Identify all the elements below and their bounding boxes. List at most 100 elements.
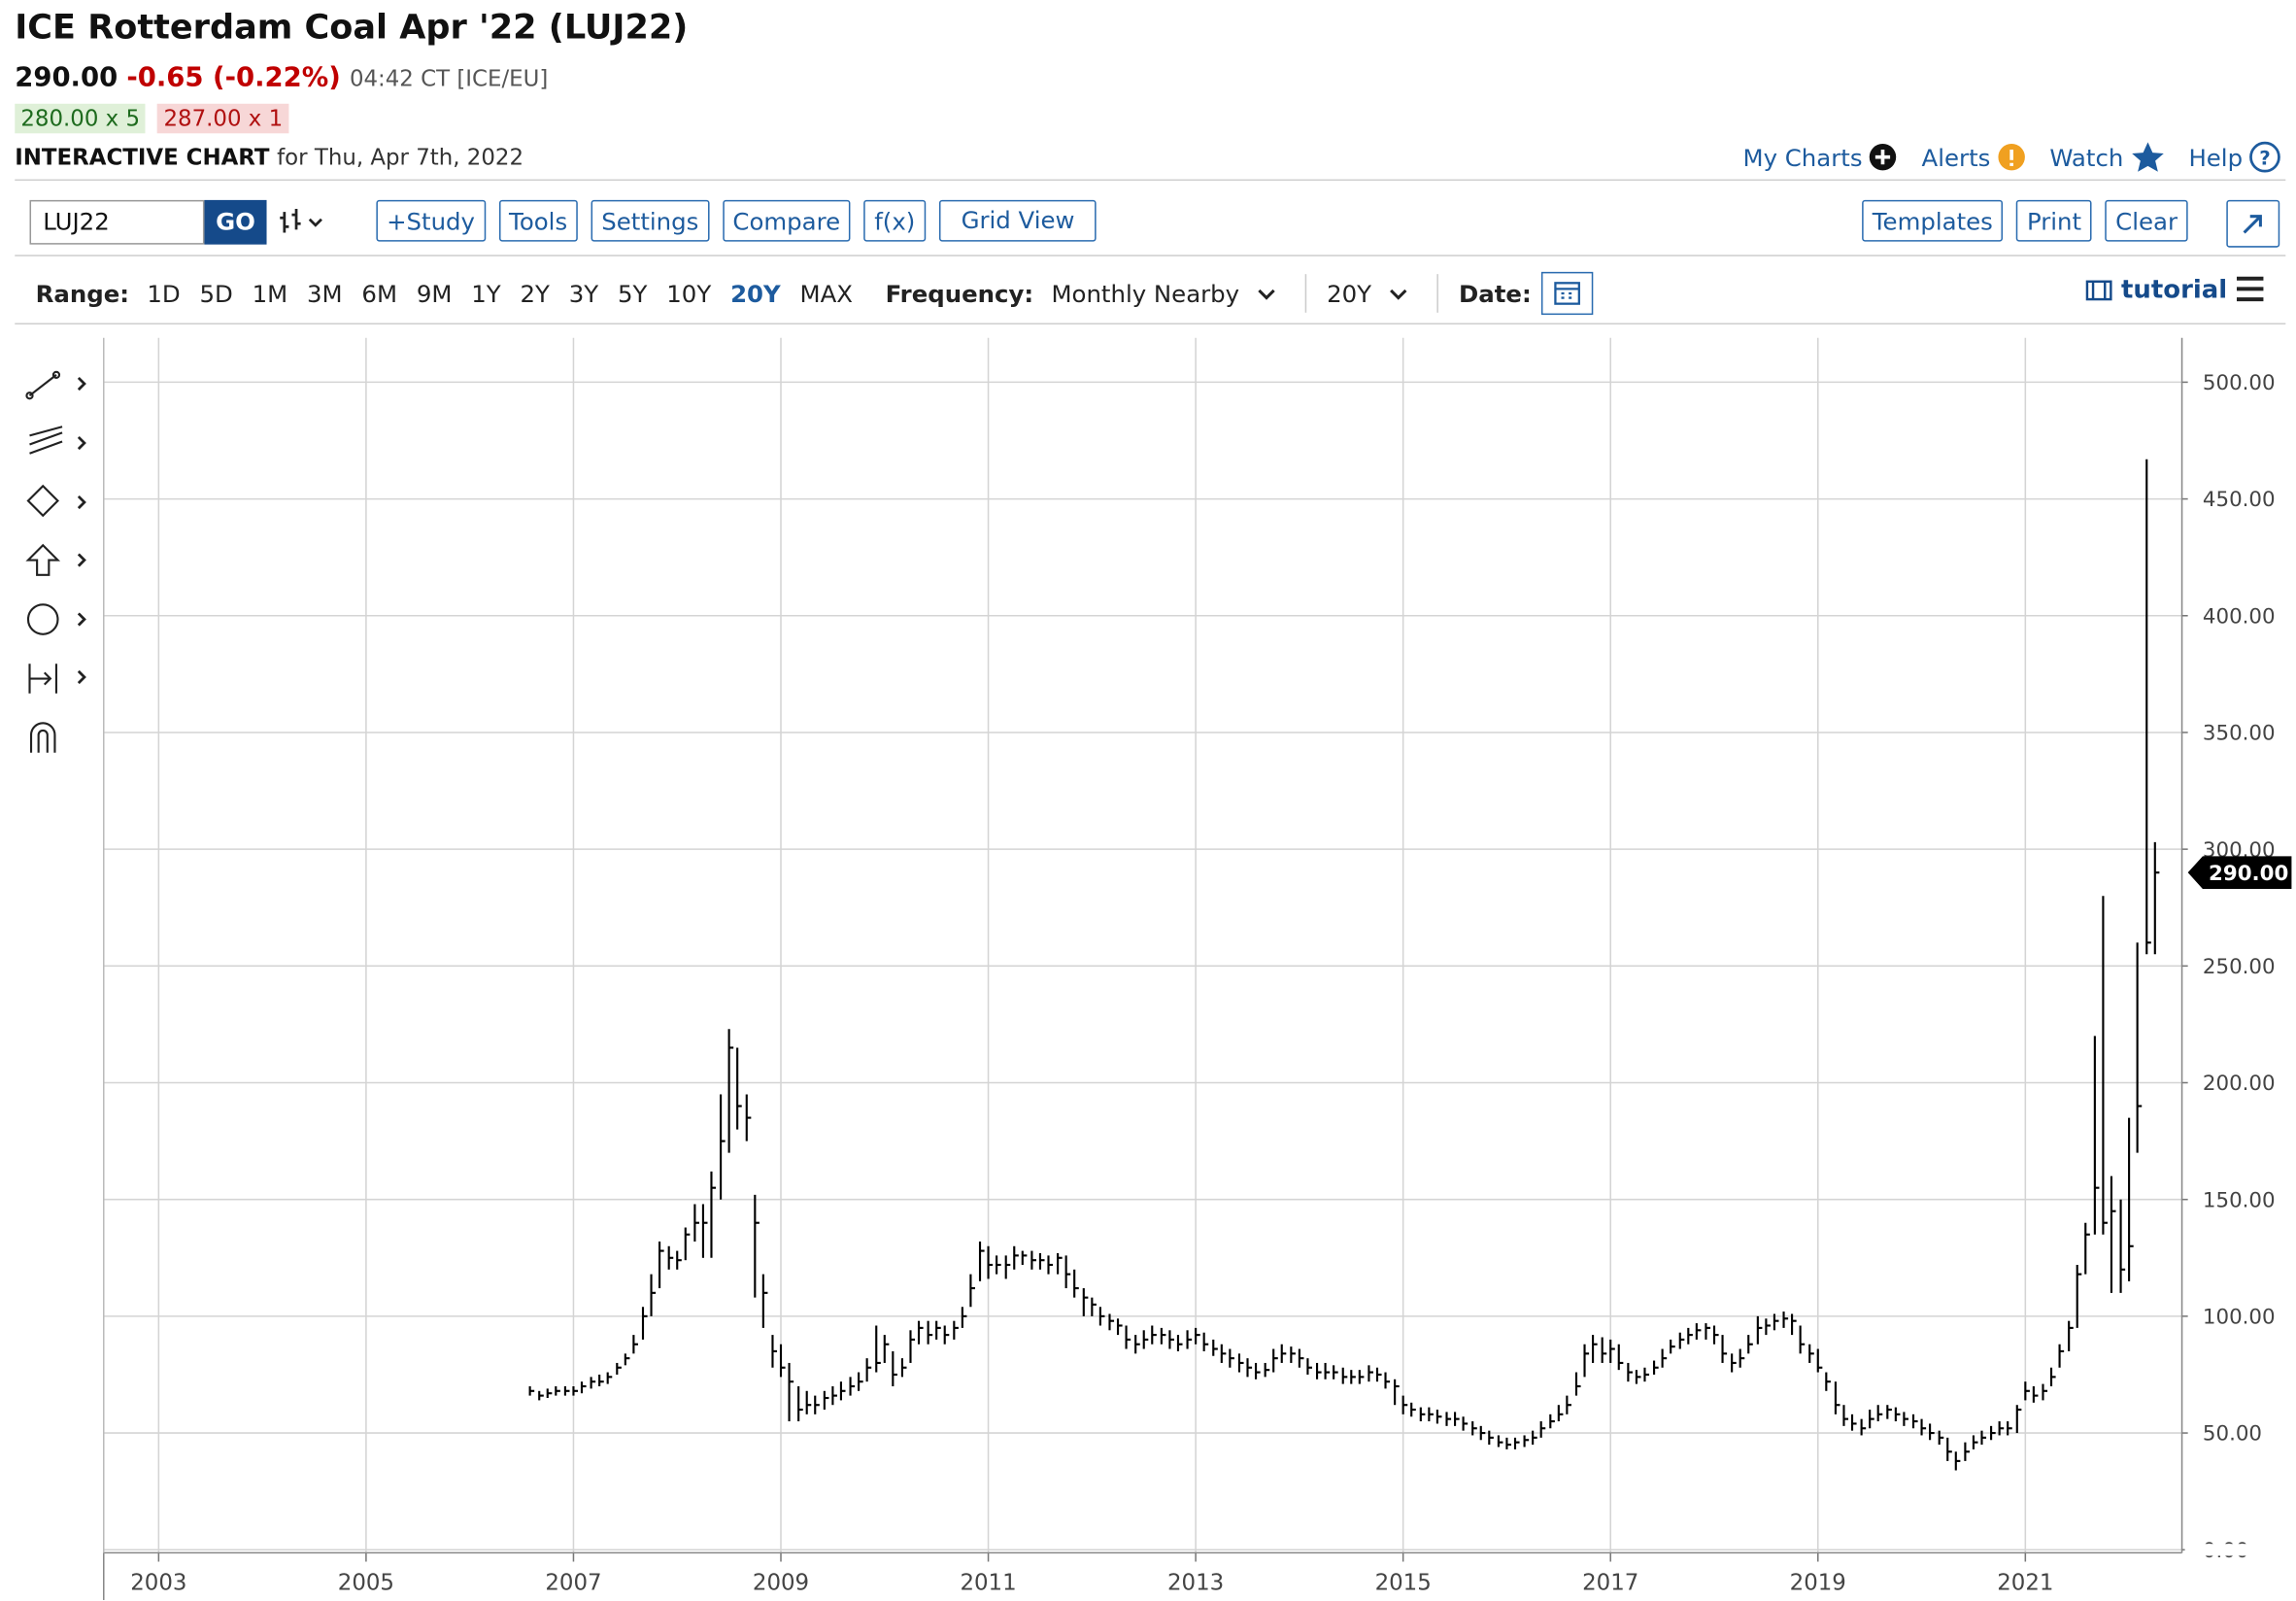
quote-time: 04:42 CT [ICE/EU] [349, 64, 549, 91]
x-tick-label: 2013 [1167, 1570, 1224, 1595]
range-option[interactable]: 1M [252, 279, 288, 308]
y-tick-label: 100.00 [2203, 1306, 2276, 1330]
go-button[interactable]: GO [204, 199, 267, 245]
header-link[interactable]: My Charts [1743, 142, 1899, 172]
last-price-label: 290.00 [2209, 862, 2288, 886]
toolbar-button[interactable]: Clear [2105, 199, 2188, 242]
quote-line: 290.00 -0.65 (-0.22%) 04:42 CT [ICE/EU] [15, 62, 548, 93]
symbol-input[interactable]: LUJ22 [29, 199, 205, 245]
last-price: 290.00 [15, 62, 118, 94]
price-change: -0.65 (-0.22%) [126, 62, 341, 94]
toolbar-button[interactable]: +Study [376, 199, 486, 242]
period-select[interactable]: 20Y [1327, 279, 1372, 308]
tool-fib[interactable] [29, 426, 63, 455]
header-link-text[interactable]: Alerts [1921, 143, 1991, 172]
y-tick-label: 350.00 [2203, 722, 2276, 746]
range-option[interactable]: 1D [147, 279, 181, 308]
bid-ask: 280.00 x 5 287.00 x 1 [15, 103, 289, 134]
range-bar: Range: 1D 5D 1M 3M 6M 9M 1Y 2Y 3Y 5Y 10Y 20Y MAX Fre… [36, 271, 1594, 316]
y-tick-label: 500.00 [2203, 371, 2276, 395]
x-tick-label: 2011 [960, 1570, 1016, 1595]
toolbar-button[interactable]: Tools [498, 199, 578, 242]
ask: 287.00 x 1 [157, 103, 289, 134]
range-option[interactable]: 2Y [520, 279, 550, 308]
last-price-marker [2187, 856, 2292, 889]
drawing-tools [25, 370, 86, 753]
header-link-text[interactable]: My Charts [1742, 143, 1863, 172]
divider [15, 323, 2286, 325]
y-tick-label: 200.00 [2203, 1072, 2276, 1096]
range-option[interactable]: 9M [416, 279, 453, 308]
toolbar-right-buttons: Templates Print Clear [1862, 199, 2188, 242]
header-link-text[interactable]: Help [2188, 143, 2244, 172]
separator [1436, 274, 1438, 313]
menu-button[interactable] [2234, 273, 2267, 306]
x-tick-label: 2019 [1790, 1570, 1846, 1595]
range-options: 1D 5D 1M 3M 6M 9M 1Y 2Y 3Y 5Y 10Y 20Y MAX [147, 279, 853, 307]
section-label: INTERACTIVE CHART [15, 143, 270, 171]
toolbar-button[interactable]: Templates [1862, 199, 2004, 242]
symbol-form: LUJ22 GO [29, 199, 332, 245]
toolbar-button[interactable]: Print [2016, 199, 2092, 242]
tutorial-text[interactable]: tutorial [2121, 275, 2228, 306]
tool-shape[interactable] [26, 484, 59, 518]
header-links: My Charts Alerts Watch Help? [1743, 141, 2281, 174]
range-label: Range: [35, 279, 130, 308]
title: ICE Rotterdam Coal Apr '22 (LUJ22) [15, 9, 689, 48]
toolbar-button[interactable]: Grid View [938, 199, 1097, 242]
toolbar-button[interactable]: Compare [722, 199, 851, 242]
range-option[interactable]: 20Y [730, 279, 781, 308]
calendar-button[interactable] [1540, 271, 1594, 316]
tool-arrow[interactable] [25, 543, 61, 576]
toolbar-button[interactable]: f(x) [863, 199, 926, 242]
y-tick-label: 400.00 [2203, 604, 2276, 629]
range-option[interactable]: MAX [799, 279, 854, 308]
divider [15, 179, 2286, 182]
range-option[interactable]: 3Y [568, 279, 599, 308]
chart-date: for Thu, Apr 7th, 2022 [277, 143, 524, 171]
svg-text:?: ? [2259, 147, 2271, 169]
tutorial-link[interactable]: tutorial [2085, 275, 2228, 306]
header-link-text[interactable]: Watch [2049, 143, 2124, 172]
chart-type-menu[interactable] [267, 200, 332, 245]
range-option[interactable]: 5D [199, 279, 233, 308]
x-tick-label: 2005 [338, 1570, 394, 1595]
frequency-select[interactable]: Monthly Nearby [1051, 279, 1240, 308]
range-option[interactable]: 3M [307, 279, 343, 308]
tool-line[interactable] [28, 374, 57, 397]
tool-magnet[interactable] [29, 722, 56, 753]
date-label: Date: [1459, 279, 1532, 308]
x-tick-label: 2017 [1582, 1570, 1638, 1595]
toolbar-button[interactable]: Settings [591, 199, 710, 242]
bid: 280.00 x 5 [15, 103, 147, 134]
divider [15, 255, 2286, 256]
header-link[interactable]: Help? [2188, 141, 2280, 174]
x-tick-label: 2007 [545, 1570, 601, 1595]
y-tick-label: 50.00 [2203, 1422, 2262, 1447]
expand-button[interactable] [2226, 199, 2280, 248]
separator [1304, 274, 1306, 313]
header-link[interactable]: Watch [2049, 141, 2165, 174]
range-option[interactable]: 5Y [618, 279, 648, 308]
frequency-label: Frequency: [885, 279, 1034, 308]
x-tick-label: 2003 [130, 1570, 186, 1595]
range-option[interactable]: 1Y [471, 279, 501, 308]
y-tick-label: 150.00 [2203, 1188, 2276, 1212]
x-tick-label: 2021 [1997, 1570, 2053, 1595]
x-tick-label: 2015 [1375, 1570, 1432, 1595]
toolbar-buttons: +Study Tools Settings Compare f(x) Grid View [376, 199, 1097, 242]
y-tick-label: 450.00 [2203, 488, 2276, 512]
range-option[interactable]: 10Y [666, 279, 712, 308]
bottom-mask [2184, 1544, 2289, 1556]
dropdown-arrow [1389, 289, 1407, 300]
tool-annotation[interactable] [26, 603, 59, 635]
section-line: INTERACTIVE CHART for Thu, Apr 7th, 2022 [15, 144, 523, 170]
x-tick-label: 2009 [753, 1570, 809, 1595]
tool-measure[interactable] [28, 664, 58, 694]
header-link[interactable]: Alerts [1922, 142, 2026, 172]
range-option[interactable]: 6M [361, 279, 398, 308]
y-tick-label: 250.00 [2203, 955, 2276, 979]
dropdown-arrow [1257, 289, 1275, 300]
